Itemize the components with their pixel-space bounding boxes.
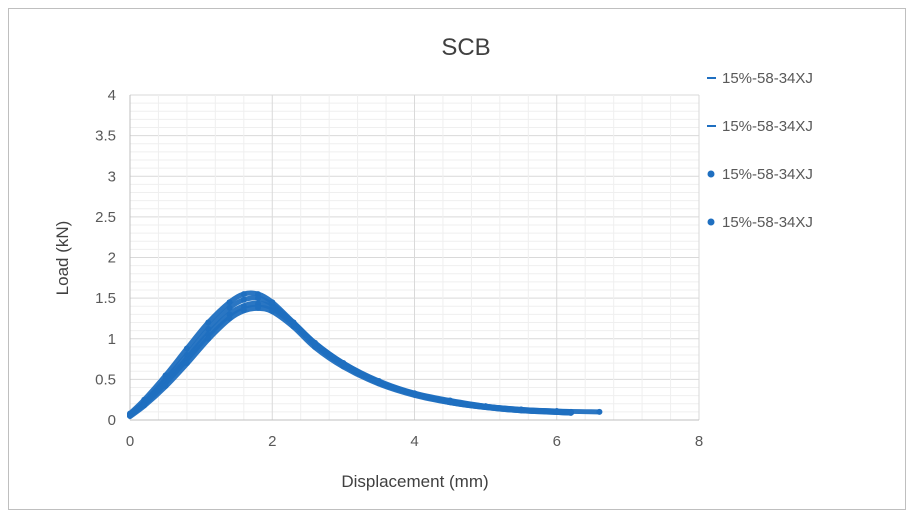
y-axis-label: Load (kN): [53, 221, 72, 296]
data-point: [567, 409, 574, 416]
data-point: [141, 402, 148, 409]
y-tick-label: 2: [108, 250, 116, 267]
series-line-3: [127, 300, 574, 419]
axes: [129, 95, 699, 421]
y-tick-label: 3.5: [95, 128, 116, 145]
data-point: [240, 296, 247, 303]
chart-title: SCB: [441, 34, 490, 61]
data-point: [596, 408, 603, 415]
data-point: [255, 304, 262, 311]
x-tick-label: 2: [268, 433, 276, 450]
data-point: [447, 399, 454, 406]
grid: [130, 94, 700, 420]
data-point: [340, 363, 347, 370]
legend-dot-marker: [707, 218, 715, 226]
data-point: [290, 323, 297, 330]
series-line-4: [127, 304, 574, 419]
legend: 15%-58-34XJ 15%-58-34XJ 15%-58-34XJ 15%-58-…: [707, 70, 813, 231]
x-tick-label: 4: [410, 433, 418, 450]
data-point: [183, 360, 190, 367]
data-point: [482, 404, 489, 410]
legend-dot-marker: [707, 170, 715, 178]
y-tick-label: 2.5: [95, 209, 116, 226]
data-point: [226, 315, 233, 322]
data-point: [162, 382, 169, 389]
legend-label: 15%-58-34XJ: [722, 214, 813, 231]
data-point: [127, 412, 133, 419]
data-point: [205, 335, 212, 342]
y-tick-label: 3: [108, 168, 116, 185]
y-tick-label: 4: [108, 87, 116, 104]
legend-label: 15%-58-34XJ: [722, 166, 813, 183]
data-point: [269, 308, 276, 315]
x-tick-label: 0: [126, 433, 134, 450]
data-point: [226, 304, 233, 311]
y-tick-label: 1.5: [95, 290, 116, 307]
series-layer: [127, 290, 603, 419]
chart-frame: [8, 8, 906, 510]
data-point: [553, 408, 560, 415]
data-point: [240, 291, 247, 298]
data-point: [240, 307, 247, 314]
tick-labels: 0 0.5 1 1.5 2 2.5 3 3.5 4 0 2 4 6 8: [95, 87, 703, 450]
y-tick-label: 0.5: [95, 371, 116, 388]
data-point: [255, 295, 262, 302]
data-point: [375, 380, 382, 387]
x-axis-label: Displacement (mm): [341, 472, 488, 491]
data-point: [311, 343, 318, 350]
legend-label: 15%-58-34XJ: [722, 70, 813, 87]
y-tick-label: 1: [108, 331, 116, 348]
y-tick-label: 0: [108, 412, 116, 429]
x-tick-label: 6: [553, 433, 561, 450]
legend-label: 15%-58-34XJ: [722, 118, 813, 135]
data-point: [518, 407, 525, 414]
data-point: [411, 391, 418, 398]
x-tick-label: 8: [695, 433, 703, 450]
